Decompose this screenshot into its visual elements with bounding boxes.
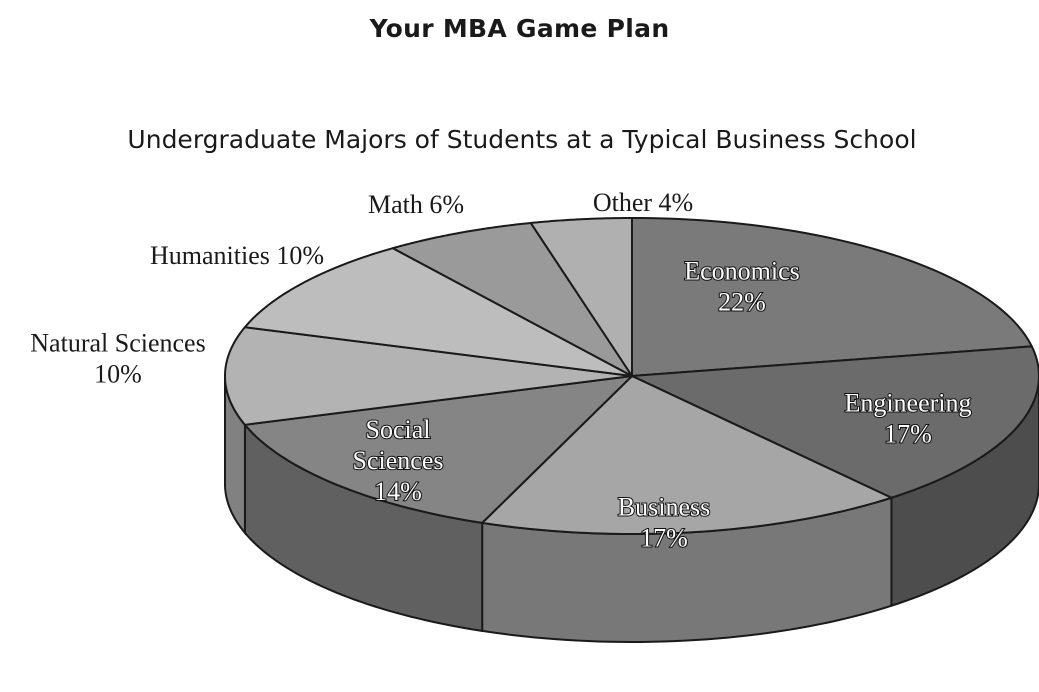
label-engineering: Engineering [844,389,971,418]
label-social-sciences: Sciences [353,446,444,475]
pie-top-surface [224,217,1039,535]
slice-business [481,375,893,535]
page-title: Your MBA Game Plan [369,14,670,43]
label-business-value: 17% [640,524,688,553]
label-math: Math 6% [368,190,464,219]
label-humanities: Humanities 10% [150,241,324,270]
slice-other [529,217,633,377]
slice-economics [631,217,1033,377]
label-social-sciences-value: 14% [374,477,422,506]
label-natural-sciences-value: 10% [94,360,142,389]
chart-title: Undergraduate Majors of Students at a Ty… [127,125,916,154]
pie-labels: Economics22%Engineering17%Business17%Soc… [30,188,972,554]
slice-humanities [243,247,633,377]
label-engineering-value: 17% [884,420,932,449]
label-natural-sciences: Natural Sciences [30,329,205,358]
label-economics: Economics [684,257,800,286]
slice-natural-sciences [224,326,633,426]
label-business: Business [618,493,710,522]
slice-math [391,221,633,377]
label-other: Other 4% [593,188,693,217]
label-economics-value: 22% [718,288,766,317]
label-social-sciences: Social [366,415,431,444]
